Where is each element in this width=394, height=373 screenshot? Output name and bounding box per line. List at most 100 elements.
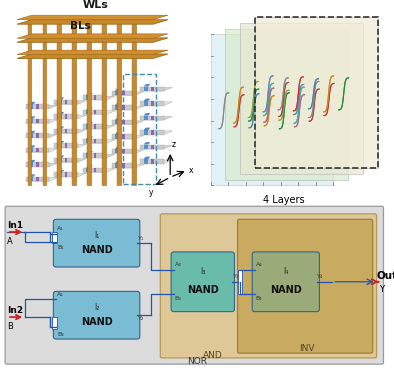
Polygon shape — [36, 104, 39, 109]
Polygon shape — [54, 129, 78, 133]
Polygon shape — [94, 110, 96, 115]
Text: Y: Y — [379, 285, 384, 294]
Bar — [132, 20, 136, 185]
Polygon shape — [115, 117, 122, 120]
Polygon shape — [83, 125, 115, 129]
Bar — [117, 20, 121, 185]
Polygon shape — [65, 143, 67, 148]
Text: A₂: A₂ — [57, 292, 64, 297]
Polygon shape — [140, 159, 164, 163]
Polygon shape — [54, 158, 78, 162]
Polygon shape — [140, 87, 164, 91]
Polygon shape — [112, 163, 135, 168]
Polygon shape — [140, 145, 164, 149]
Polygon shape — [58, 100, 62, 104]
Text: NAND: NAND — [187, 285, 219, 295]
Text: I₃: I₃ — [200, 267, 206, 276]
Polygon shape — [58, 158, 62, 162]
Polygon shape — [144, 142, 151, 145]
Polygon shape — [36, 133, 39, 138]
Polygon shape — [112, 91, 135, 95]
Bar — [72, 20, 76, 185]
Polygon shape — [144, 145, 148, 149]
Polygon shape — [83, 96, 115, 100]
Polygon shape — [140, 87, 172, 91]
Text: x: x — [188, 166, 193, 175]
Text: I₁: I₁ — [94, 231, 99, 240]
Polygon shape — [26, 133, 49, 138]
Polygon shape — [123, 120, 125, 125]
Text: In1: In1 — [7, 221, 23, 231]
Text: NAND: NAND — [270, 285, 302, 295]
Polygon shape — [86, 110, 91, 115]
Text: NAND: NAND — [81, 245, 112, 255]
Text: I₄: I₄ — [283, 267, 288, 276]
Text: 4 Layers: 4 Layers — [264, 195, 305, 206]
Polygon shape — [144, 113, 151, 116]
Polygon shape — [58, 172, 62, 177]
Polygon shape — [115, 132, 122, 135]
Text: z: z — [171, 140, 175, 149]
Text: In2: In2 — [7, 307, 23, 316]
Polygon shape — [83, 111, 115, 115]
Polygon shape — [144, 116, 148, 120]
Polygon shape — [86, 93, 93, 95]
Polygon shape — [36, 148, 39, 152]
Text: A₃: A₃ — [175, 262, 181, 267]
Text: A₁: A₁ — [57, 226, 64, 231]
Text: y: y — [149, 188, 153, 197]
Polygon shape — [140, 131, 172, 135]
Polygon shape — [144, 157, 151, 159]
Polygon shape — [144, 128, 151, 130]
Polygon shape — [29, 160, 35, 162]
Polygon shape — [86, 168, 91, 172]
Polygon shape — [144, 87, 148, 91]
Polygon shape — [151, 101, 154, 106]
Bar — [102, 20, 106, 185]
Polygon shape — [36, 119, 39, 123]
Polygon shape — [123, 91, 125, 95]
Polygon shape — [112, 92, 144, 95]
Text: Y₁: Y₁ — [138, 236, 144, 241]
Polygon shape — [112, 164, 144, 168]
Polygon shape — [29, 174, 35, 177]
Polygon shape — [17, 15, 168, 20]
Polygon shape — [140, 130, 164, 135]
Polygon shape — [86, 151, 93, 153]
Polygon shape — [240, 23, 363, 174]
FancyBboxPatch shape — [252, 252, 320, 311]
Polygon shape — [115, 135, 119, 139]
Polygon shape — [26, 134, 58, 138]
Polygon shape — [123, 149, 125, 153]
Polygon shape — [94, 95, 96, 100]
Polygon shape — [83, 168, 106, 172]
Polygon shape — [144, 101, 148, 106]
Polygon shape — [140, 116, 164, 120]
Polygon shape — [83, 110, 106, 115]
Polygon shape — [58, 156, 64, 158]
Polygon shape — [65, 115, 67, 119]
Text: A₄: A₄ — [256, 262, 262, 267]
Polygon shape — [112, 135, 144, 139]
Text: B: B — [7, 322, 13, 331]
FancyBboxPatch shape — [160, 214, 377, 358]
Polygon shape — [83, 154, 115, 158]
Polygon shape — [94, 125, 96, 129]
Bar — [43, 20, 46, 185]
Polygon shape — [17, 54, 168, 59]
Polygon shape — [94, 139, 96, 143]
Polygon shape — [54, 144, 86, 148]
Polygon shape — [54, 172, 78, 177]
Polygon shape — [29, 119, 33, 123]
Polygon shape — [26, 105, 58, 109]
Polygon shape — [123, 135, 125, 139]
Polygon shape — [29, 116, 35, 119]
Polygon shape — [151, 130, 154, 135]
FancyBboxPatch shape — [5, 206, 383, 364]
Bar — [255, 17, 378, 168]
Polygon shape — [144, 159, 148, 163]
Polygon shape — [140, 116, 172, 120]
Polygon shape — [140, 101, 164, 106]
Text: NAND: NAND — [81, 317, 112, 327]
Polygon shape — [36, 162, 39, 167]
